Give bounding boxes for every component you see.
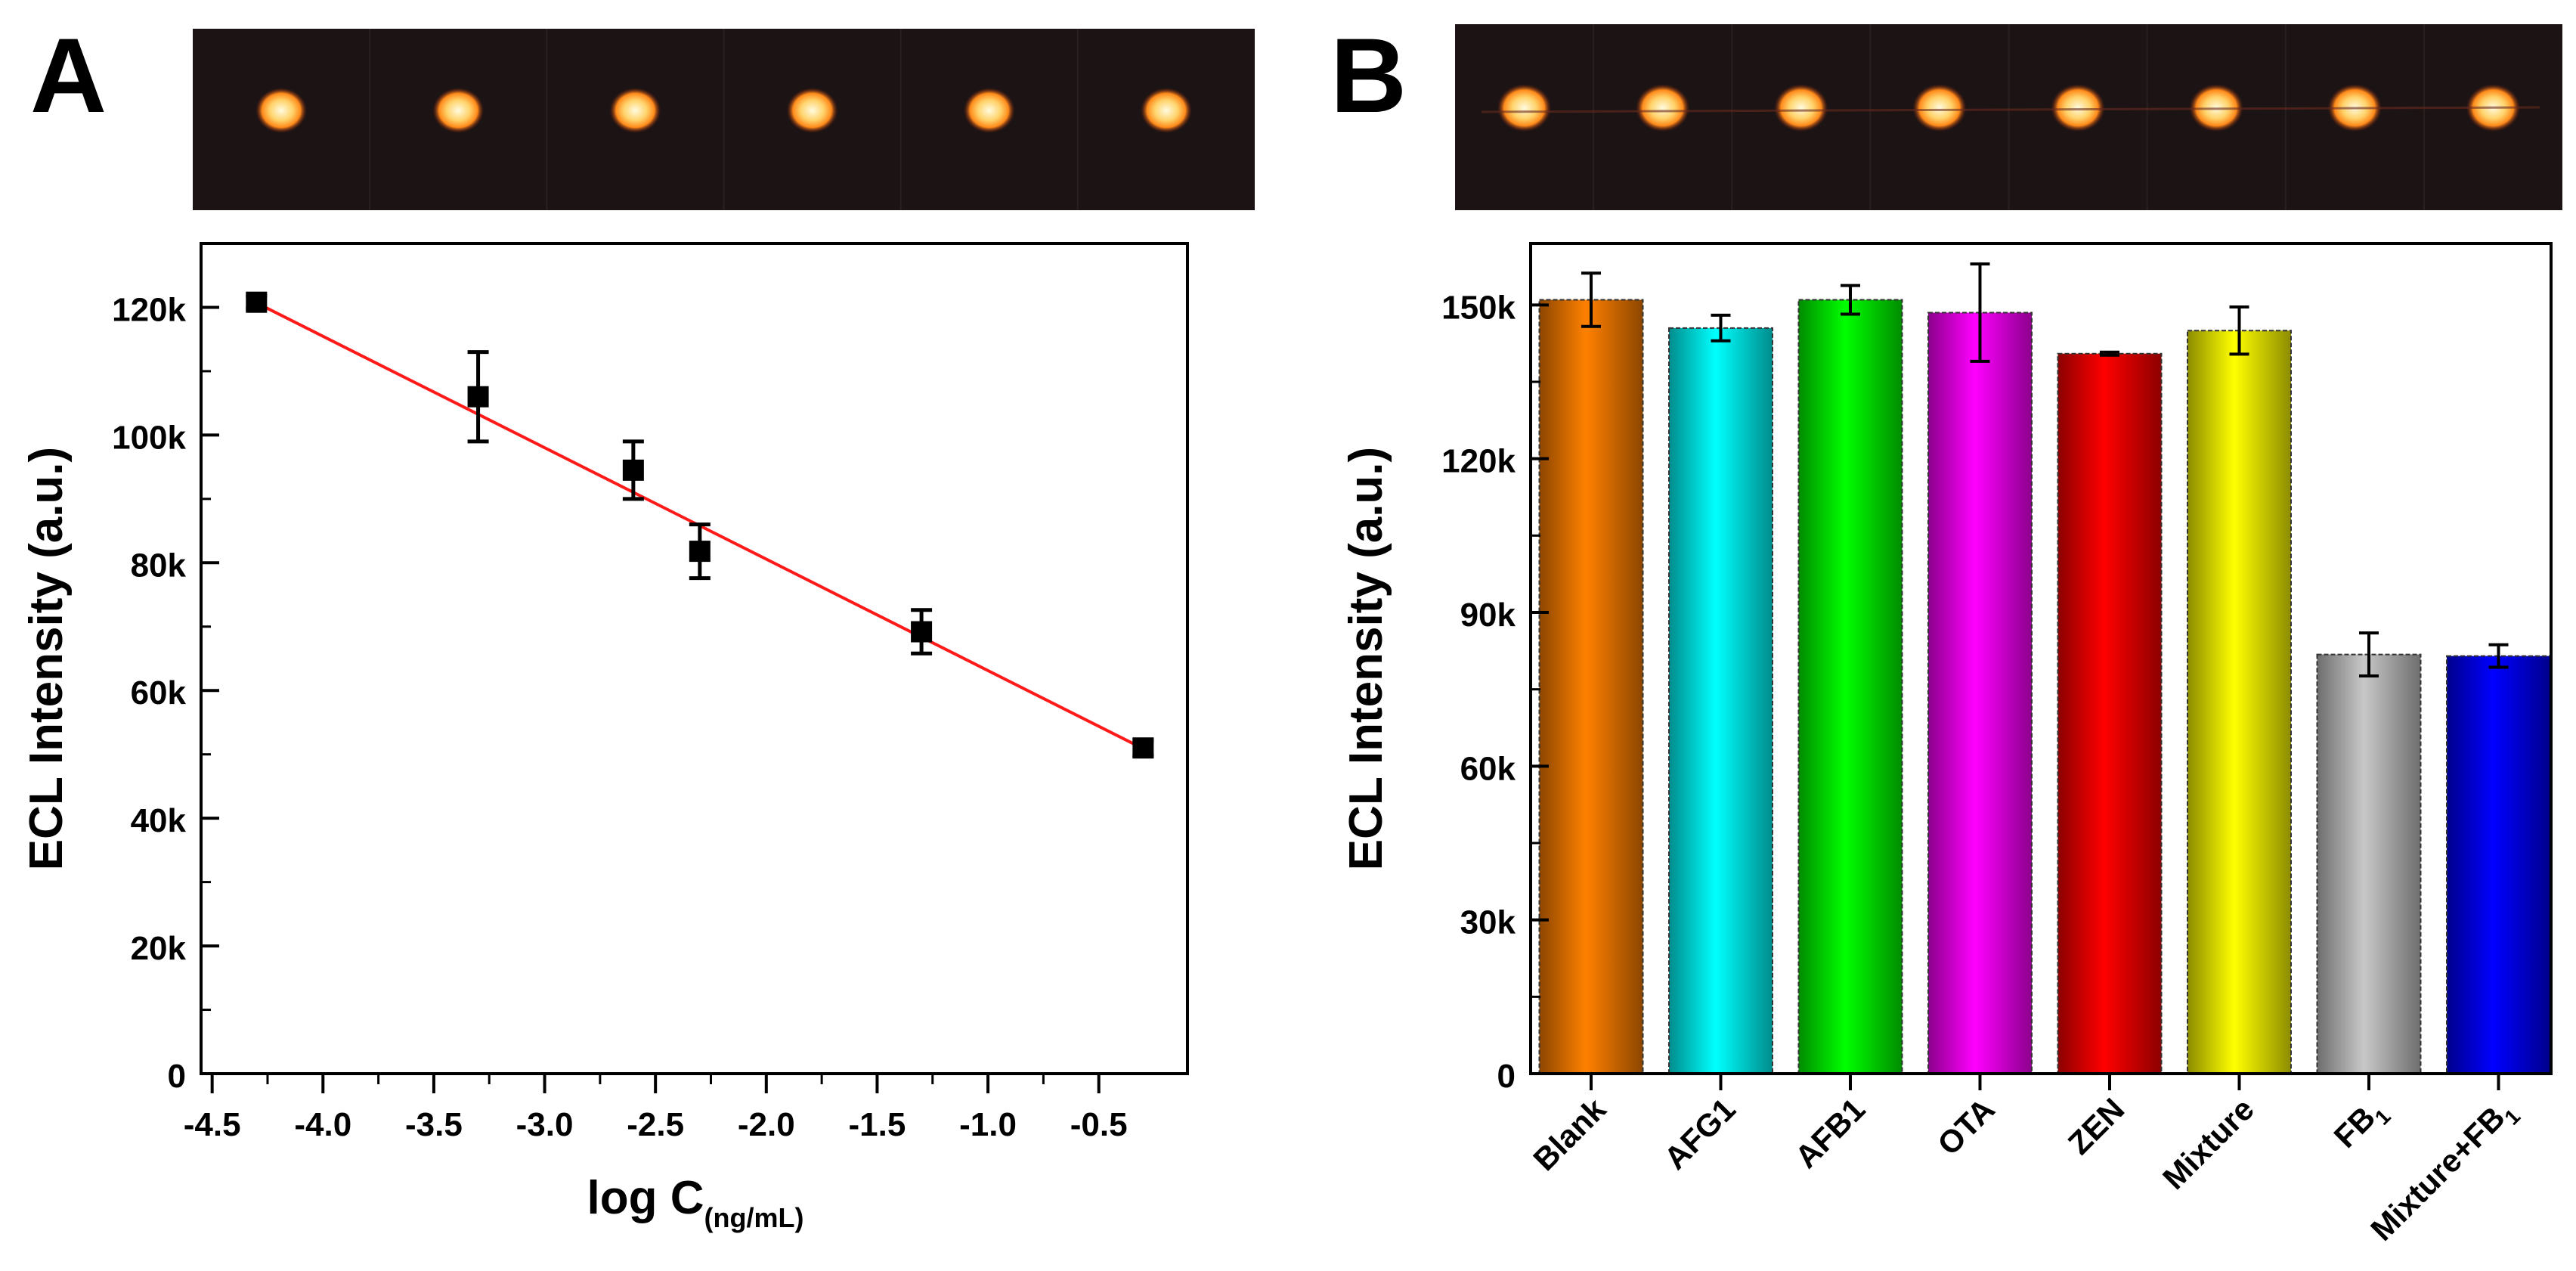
- y-tick-label: 100k: [112, 419, 186, 456]
- y-tick-label: 90k: [1460, 597, 1516, 634]
- y-tick-label: 120k: [1441, 443, 1516, 480]
- x-tick-label: -4.5: [184, 1106, 241, 1143]
- bar: [2446, 655, 2551, 1074]
- x-tick-label: ZEN: [2061, 1091, 2132, 1161]
- ecl-image-strip-b: [1455, 24, 2562, 210]
- chart-b-frame: [1529, 242, 2553, 1075]
- x-tick-label: Blank: [1526, 1091, 1613, 1178]
- data-point: [246, 291, 268, 313]
- ecl-spot: [1497, 84, 1552, 132]
- category-label: ZEN: [2061, 1091, 2132, 1161]
- chart-a-x-label: log C(ng/mL): [587, 1172, 804, 1233]
- x-tick-label: -0.5: [1070, 1106, 1128, 1143]
- x-tick-label: -1.5: [849, 1106, 906, 1143]
- y-tick-label: 150k: [1441, 289, 1516, 326]
- category-label: Mixture: [2156, 1091, 2261, 1196]
- x-tick-label: Mixture: [2156, 1091, 2261, 1196]
- category-label: AFB1: [1788, 1091, 1872, 1175]
- chart-a-points: [246, 291, 1154, 759]
- chart-a-y-axis: 0 20k 40k 60k 80k 100k 120k: [112, 291, 219, 1095]
- chart-b-y-axis: 0 30k 60k 90k 120k 150k: [1441, 289, 1549, 1095]
- category-label: FB: [2327, 1099, 2382, 1155]
- chart-a-x-label-unit: (ng/mL): [704, 1202, 804, 1233]
- panel-b-letter: B: [1330, 16, 1407, 135]
- data-point: [689, 541, 711, 563]
- y-tick-label: 0: [1497, 1058, 1516, 1095]
- bar: [1797, 299, 1903, 1074]
- chart-a-x-axis: -4.5 -4.0 -3.5 -3.0 -2.5 -2.0 -1.5 -1.0 -0.5: [184, 1074, 1128, 1143]
- chart-a-x-label-main: log C: [587, 1172, 704, 1224]
- ecl-spot: [609, 88, 661, 133]
- ecl-spot: [786, 88, 838, 133]
- x-tick-label: -1.0: [959, 1106, 1017, 1143]
- bar: [1538, 299, 1644, 1074]
- x-tick-label: -2.0: [738, 1106, 795, 1143]
- ecl-spot: [2051, 84, 2105, 132]
- y-tick-label: 60k: [1460, 750, 1516, 787]
- x-tick-label: -2.5: [627, 1106, 684, 1143]
- x-tick-label: -3.5: [405, 1106, 463, 1143]
- chart-b-y-label: ECL Intensity (a.u.): [1340, 447, 1392, 870]
- panel-a-letter: A: [30, 16, 107, 135]
- y-tick-label: 80k: [131, 547, 187, 584]
- chart-a-calibration: 0 20k 40k 60k 80k 100k 120k -4.5 -4.0 -3.5 -3.0 -2…: [20, 242, 1189, 1233]
- bar: [1668, 327, 1773, 1075]
- y-tick-label: 60k: [131, 674, 187, 711]
- y-tick-label: 20k: [131, 930, 187, 967]
- ecl-image-strip-a: [193, 29, 1255, 210]
- data-point: [911, 621, 933, 643]
- ecl-spot: [1774, 84, 1828, 132]
- bar: [2057, 352, 2163, 1074]
- data-point: [622, 459, 644, 481]
- strip-guide-line: [1481, 106, 2540, 113]
- x-tick-label: -3.0: [516, 1106, 574, 1143]
- y-tick-label: 120k: [112, 291, 186, 328]
- data-point: [467, 386, 489, 408]
- ecl-spot: [1912, 84, 1967, 132]
- x-tick-label: -4.0: [294, 1106, 351, 1143]
- x-tick-label: AFB1: [1788, 1091, 1872, 1175]
- data-point: [1132, 737, 1154, 759]
- ecl-spot: [1635, 84, 1690, 132]
- chart-a-y-label: ECL Intensity (a.u.): [20, 447, 73, 870]
- chart-b-bars: [1538, 262, 2551, 1075]
- y-tick-label: 30k: [1460, 904, 1516, 941]
- category-label: OTA: [1930, 1091, 2002, 1162]
- ecl-spot: [963, 88, 1015, 133]
- bar: [2187, 330, 2292, 1074]
- x-tick-label: FB1: [2327, 1091, 2395, 1159]
- y-tick-label: 0: [168, 1058, 186, 1095]
- x-tick-label: OTA: [1930, 1091, 2002, 1162]
- chart-a-frame: [200, 242, 1189, 1075]
- y-tick-label: 40k: [131, 802, 187, 839]
- bar: [2316, 653, 2422, 1074]
- category-label: AFG1: [1657, 1091, 1742, 1176]
- chart-b-selectivity: 0 30k 60k 90k 120k 150k Blank AFG1 AFB1 OTA ZEN Mi…: [1340, 242, 2553, 1248]
- category-label: Blank: [1526, 1091, 1613, 1178]
- ecl-spot: [1140, 88, 1192, 133]
- x-tick-label: AFG1: [1657, 1091, 1742, 1176]
- ecl-spot: [255, 88, 308, 133]
- bar: [1927, 312, 2033, 1074]
- ecl-spot: [432, 88, 485, 133]
